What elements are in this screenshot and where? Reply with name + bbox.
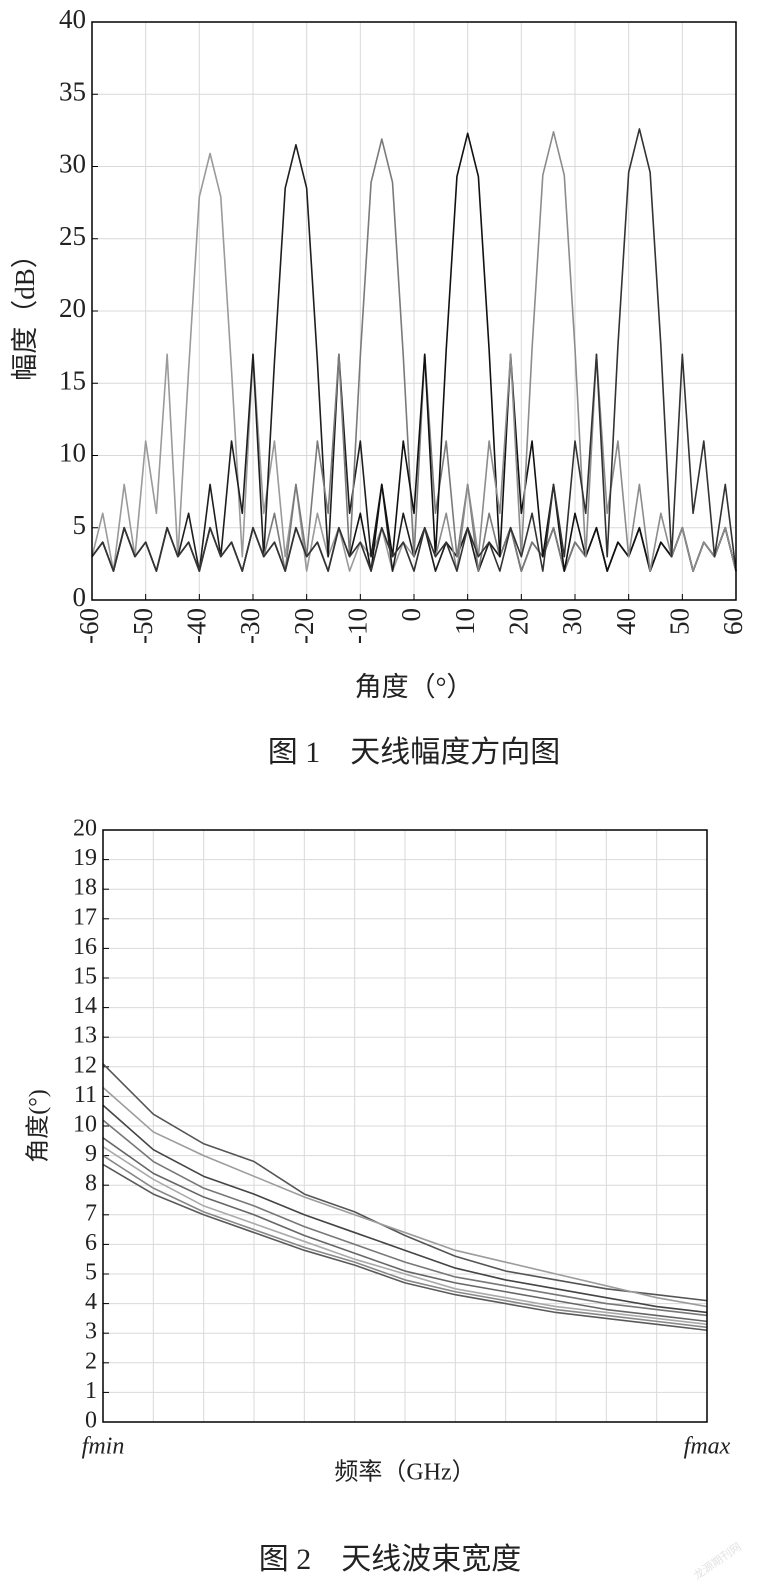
x-tick-label: 0 [396,608,426,622]
y-tick-label: 20 [59,293,86,323]
y-tick-label: 25 [59,221,86,251]
x-tick-label: -50 [128,608,158,644]
x-tick-label: -30 [235,608,265,644]
y-tick-label: 10 [59,438,86,468]
y-tick-label: 20 [73,816,97,842]
caption: 图 1 天线幅度方向图 [268,736,561,769]
x-tick-label: -20 [289,608,319,644]
series-line [102,1119,708,1317]
y-tick-label: 13 [73,1023,97,1049]
series-line [102,1086,708,1308]
y-tick-label: 2 [85,1348,97,1374]
series-line [102,1137,708,1323]
caption: 图 2 天线波束宽度 [259,1543,522,1576]
y-tick-label: 8 [85,1171,97,1197]
series-line [102,1146,708,1326]
series-line [102,1154,708,1329]
y-tick-label: 30 [59,149,86,179]
x-tick-label: -60 [74,608,104,644]
y-axis-label: 角度(°) [25,1089,52,1163]
x-tick-label: 40 [611,608,641,635]
x-tick-label: 50 [665,608,695,635]
y-tick-label: 18 [73,875,97,901]
x-tick-label: 10 [450,608,480,635]
x-tick-label: 60 [718,608,748,635]
series-line [102,1163,708,1332]
y-tick-label: 0 [85,1408,97,1434]
y-tick-label: 4 [85,1289,97,1315]
series-line [91,128,737,572]
y-tick-label: 15 [73,964,97,990]
y-tick-label: 40 [59,4,86,34]
y-tick-label: 35 [59,76,86,106]
y-tick-label: 1 [85,1378,97,1404]
y-tick-label: 3 [85,1319,97,1345]
y-tick-label: 14 [73,993,97,1019]
y-tick-label: 6 [85,1230,97,1256]
y-tick-label: 0 [73,582,87,612]
y-tick-label: 19 [73,845,97,871]
x-tick-label: 30 [557,608,587,635]
y-tick-label: 9 [85,1141,97,1167]
y-tick-label: 7 [85,1200,97,1226]
y-axis-label: 幅度（dB） [10,241,40,381]
plot-frame [91,21,737,601]
x-axis-label: 频率（GHz） [334,1459,475,1486]
x-tick-label: fmin [82,1434,125,1460]
y-tick-label: 15 [59,365,86,395]
y-tick-label: 5 [73,510,87,540]
y-tick-label: 10 [73,1112,97,1138]
y-tick-label: 11 [74,1082,97,1108]
y-tick-label: 17 [73,904,97,930]
y-tick-label: 12 [73,1052,97,1078]
plot-frame [102,829,708,1423]
x-tick-label: -10 [343,608,373,644]
series-line [102,1104,708,1314]
x-tick-label: 20 [504,608,534,635]
x-axis-label: 角度（°） [355,672,474,702]
watermark: 龙源期刊网 [691,1539,744,1582]
x-tick-label: fmax [684,1434,731,1460]
x-tick-label: -40 [182,608,212,644]
series-line [102,1063,708,1302]
y-tick-label: 5 [85,1260,97,1286]
y-tick-label: 16 [73,934,97,960]
